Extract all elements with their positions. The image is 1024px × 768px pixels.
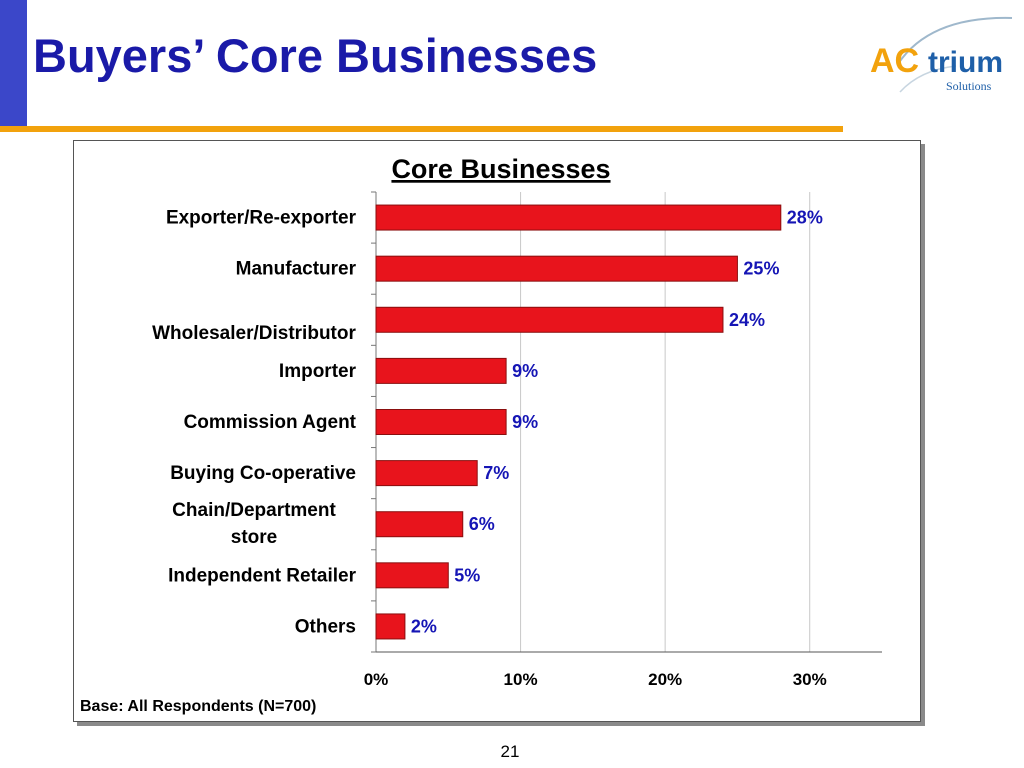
category-label-7: Independent Retailer bbox=[168, 565, 357, 586]
logo-subtext: Solutions bbox=[946, 79, 992, 93]
category-label-3: Importer bbox=[279, 361, 357, 382]
bar-3 bbox=[375, 357, 507, 384]
base-note: Base: All Respondents (N=700) bbox=[80, 698, 316, 715]
bar-5 bbox=[375, 460, 478, 487]
value-label-2: 24% bbox=[729, 310, 765, 330]
category-label-0: Exporter/Re-exporter bbox=[166, 208, 357, 229]
page-number: 21 bbox=[500, 742, 520, 761]
value-label-3: 9% bbox=[512, 361, 538, 381]
category-label-6: Chain/Department store bbox=[172, 500, 336, 548]
value-label-1: 25% bbox=[743, 259, 779, 279]
category-label-6-line-1: store bbox=[231, 527, 277, 548]
value-label-7: 5% bbox=[454, 565, 480, 585]
category-label-2-line-1: Wholesaler/Distributor bbox=[152, 323, 356, 344]
value-label-5: 7% bbox=[483, 463, 509, 483]
logo-text-b: trium bbox=[928, 46, 1003, 79]
bar-8 bbox=[375, 613, 406, 640]
bar-7 bbox=[375, 562, 449, 589]
title-accent-bar bbox=[0, 0, 27, 128]
x-tick-label-0: 0% bbox=[364, 670, 389, 689]
value-label-0: 28% bbox=[787, 208, 823, 228]
labels: 28% Exporter/Re-exporter 25% Manufacturer 24… bbox=[80, 208, 823, 715]
category-label-5: Buying Co-operative bbox=[170, 463, 356, 484]
logo-swoosh-tail bbox=[899, 65, 957, 93]
bar-4 bbox=[375, 409, 507, 435]
chart-title: Core Businesses bbox=[391, 154, 610, 184]
value-label-4: 9% bbox=[512, 412, 538, 432]
bar-6 bbox=[375, 511, 464, 538]
x-tick-label-2: 20% bbox=[648, 670, 682, 689]
actrium-logo: AC trium Solutions bbox=[870, 16, 1013, 93]
category-label-8: Others bbox=[295, 616, 356, 637]
chart-title-group: Core Businesses bbox=[391, 154, 610, 184]
category-label-2: Wholesaler/Distributor bbox=[152, 323, 356, 344]
bars bbox=[375, 204, 782, 640]
bar-1 bbox=[375, 255, 738, 282]
value-label-6: 6% bbox=[469, 514, 495, 534]
value-label-8: 2% bbox=[411, 616, 437, 636]
category-label-1: Manufacturer bbox=[236, 259, 357, 280]
category-label-4: Commission Agent bbox=[184, 412, 357, 433]
bar-chart: Core Businesses 0% 10% 20% 30% 28% Exporter/… bbox=[80, 154, 882, 715]
bar-2 bbox=[375, 306, 724, 333]
category-label-6-line-0: Chain/Department bbox=[172, 500, 336, 521]
logo-swoosh bbox=[897, 16, 1013, 65]
x-tick-label-3: 30% bbox=[793, 670, 827, 689]
slide-title: Buyers’ Core Businesses bbox=[33, 29, 598, 82]
bar-0 bbox=[375, 204, 782, 231]
title-underline-rule bbox=[0, 126, 843, 132]
logo-text-a: AC bbox=[870, 42, 919, 80]
x-tick-label-1: 10% bbox=[504, 670, 538, 689]
